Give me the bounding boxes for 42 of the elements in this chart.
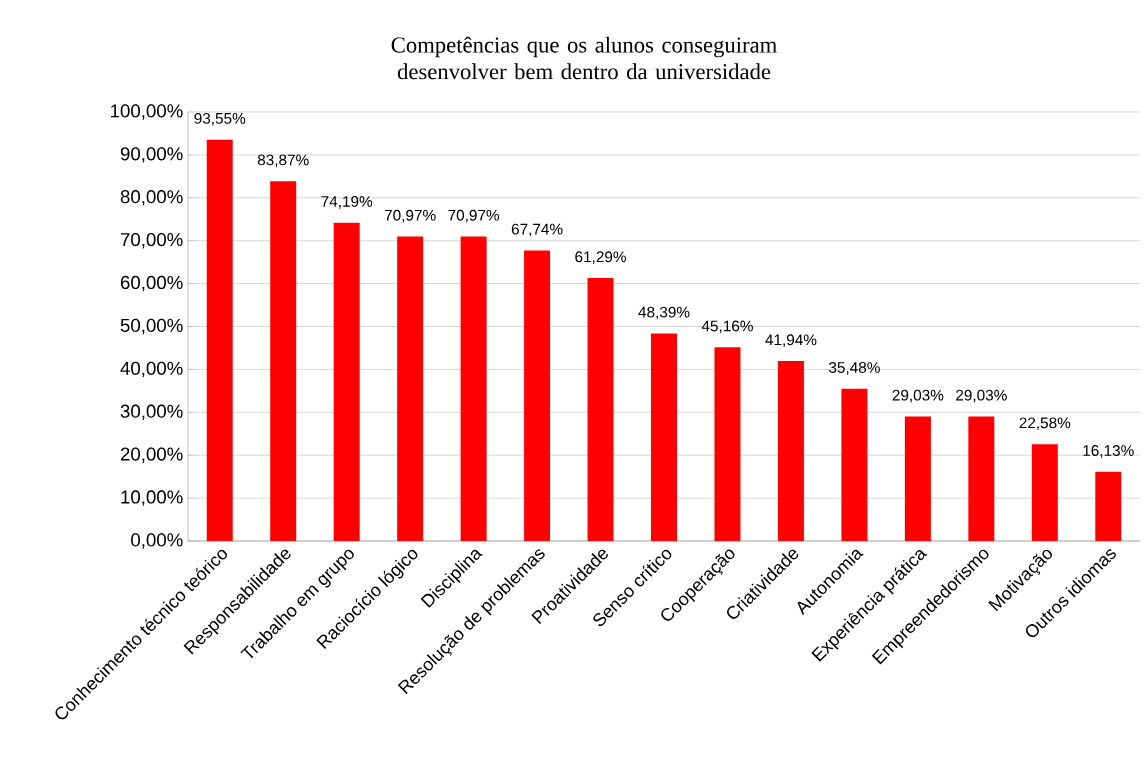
data-label: 35,48% [828, 362, 880, 375]
bar [714, 347, 741, 541]
data-label: 70,97% [384, 209, 436, 223]
chart-title: Competências que os alunos conseguiram desenvolver bem dentro da universidade [391, 36, 777, 80]
bar [397, 236, 424, 541]
data-label: 93,55% [194, 112, 246, 126]
bar [270, 181, 297, 541]
bar [460, 236, 487, 541]
bar [206, 139, 233, 541]
data-label: 16,13% [1083, 445, 1134, 458]
bar [841, 388, 868, 541]
bar [651, 333, 678, 541]
y-tick-label: 90,00% [120, 147, 183, 163]
y-tick-label: 100,00% [111, 104, 183, 120]
bar [904, 416, 931, 541]
data-label: 41,94% [765, 334, 817, 348]
bar [968, 416, 995, 541]
y-tick-label: 20,00% [120, 447, 183, 463]
y-tick-label: 40,00% [120, 361, 183, 378]
data-label: 45,16% [701, 320, 753, 334]
bar [1095, 471, 1122, 541]
y-tick-label: 60,00% [120, 275, 183, 292]
data-label: 74,19% [321, 196, 373, 209]
y-tick-label: 70,00% [120, 232, 183, 249]
data-label: 22,58% [1019, 417, 1071, 431]
data-label: 67,74% [511, 223, 563, 237]
y-tick-label: 50,00% [120, 318, 183, 335]
bar [587, 278, 614, 541]
data-label: 48,39% [638, 306, 690, 320]
data-label: 70,97% [448, 209, 500, 223]
y-tick-label: 30,00% [120, 404, 183, 421]
y-tick-label: 80,00% [120, 190, 183, 206]
data-label: 29,03% [892, 389, 944, 403]
bar [524, 250, 551, 541]
bar [1031, 444, 1058, 541]
data-label: 83,87% [257, 154, 309, 168]
y-tick-label: 0,00% [131, 533, 183, 549]
data-label: 61,29% [575, 251, 626, 265]
data-label: 29,03% [956, 389, 1007, 403]
bar [333, 222, 360, 541]
y-tick-label: 10,00% [121, 490, 183, 506]
bar [777, 361, 804, 541]
